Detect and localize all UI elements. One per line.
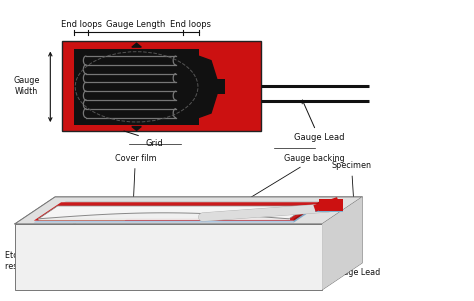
Bar bbox=[74, 49, 199, 125]
Text: Gauge backing: Gauge backing bbox=[235, 154, 345, 207]
Polygon shape bbox=[294, 201, 323, 222]
Text: Adhesive: Adhesive bbox=[157, 226, 194, 291]
Polygon shape bbox=[34, 202, 321, 221]
Text: End loops: End loops bbox=[171, 20, 211, 29]
Text: End loops: End loops bbox=[61, 20, 101, 29]
Polygon shape bbox=[194, 54, 218, 119]
Polygon shape bbox=[322, 197, 362, 290]
Bar bbox=[62, 41, 261, 131]
Bar bbox=[15, 224, 322, 290]
Polygon shape bbox=[34, 203, 323, 222]
Text: Gauge
Width: Gauge Width bbox=[13, 76, 40, 96]
Polygon shape bbox=[15, 197, 362, 224]
Bar bbox=[315, 205, 343, 212]
Bar bbox=[319, 199, 343, 211]
Polygon shape bbox=[38, 211, 138, 220]
Polygon shape bbox=[132, 43, 141, 47]
Text: Specimen: Specimen bbox=[331, 161, 372, 205]
Polygon shape bbox=[38, 206, 308, 219]
Text: Grid: Grid bbox=[146, 138, 164, 147]
Text: Gauge Lead: Gauge Lead bbox=[331, 208, 380, 277]
Polygon shape bbox=[34, 201, 326, 223]
Text: Gauge Length: Gauge Length bbox=[106, 20, 165, 29]
Text: Cover film: Cover film bbox=[115, 154, 156, 206]
Text: Etched metallic
resistance foil: Etched metallic resistance foil bbox=[5, 222, 76, 271]
Text: Gauge Lead: Gauge Lead bbox=[294, 100, 344, 142]
Bar bbox=[211, 79, 225, 94]
Polygon shape bbox=[132, 126, 141, 130]
Polygon shape bbox=[294, 200, 321, 221]
